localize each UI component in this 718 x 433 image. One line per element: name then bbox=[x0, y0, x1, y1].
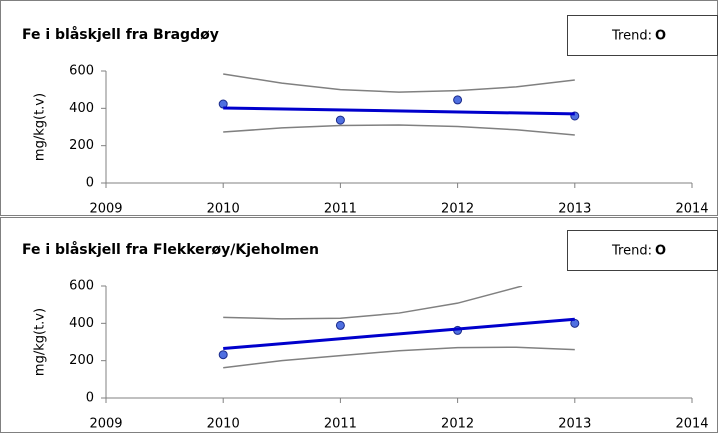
x-tick-label: 2010 bbox=[207, 417, 240, 432]
y-tick-label: 200 bbox=[69, 353, 94, 368]
data-point bbox=[218, 350, 228, 360]
y-tick-label: 600 bbox=[69, 64, 94, 79]
x-tick-label: 2011 bbox=[324, 417, 357, 432]
legend-label: Trend: bbox=[611, 29, 652, 44]
x-tick-label: 2009 bbox=[89, 417, 122, 432]
x-tick-label: 2012 bbox=[441, 202, 474, 217]
y-tick-label: 600 bbox=[69, 279, 94, 294]
x-tick-label: 2010 bbox=[207, 202, 240, 217]
y-tick-label: 0 bbox=[86, 176, 94, 191]
x-tick-label: 2012 bbox=[441, 417, 474, 432]
data-point bbox=[335, 115, 345, 125]
y-axis-label: mg/kg(t.v) bbox=[33, 308, 48, 376]
legend-symbol: O bbox=[655, 29, 666, 44]
chart-title: Fe i blåskjell fra Flekkerøy/Kjeholmen bbox=[22, 241, 319, 258]
x-tick-label: 2013 bbox=[558, 202, 591, 217]
legend-box bbox=[567, 15, 718, 56]
x-tick-label: 2009 bbox=[89, 202, 122, 217]
legend-label: Trend: bbox=[611, 244, 652, 259]
data-point bbox=[335, 320, 345, 330]
trend-line bbox=[223, 317, 575, 351]
legend-box bbox=[567, 230, 718, 271]
trend-line bbox=[223, 346, 575, 369]
x-tick-label: 2014 bbox=[675, 202, 708, 217]
trend-line bbox=[223, 286, 523, 320]
chart: Fe i blåskjell fra Bragdøy mg/kg(t.v) Tren… bbox=[22, 15, 718, 217]
y-tick-label: 400 bbox=[69, 101, 94, 116]
x-tick-label: 2014 bbox=[675, 417, 708, 432]
y-tick-label: 200 bbox=[69, 138, 94, 153]
trend-line bbox=[223, 106, 575, 116]
chart: Fe i blåskjell fra Flekkerøy/Kjeholmen mg… bbox=[22, 230, 718, 432]
chart-title: Fe i blåskjell fra Bragdøy bbox=[22, 26, 219, 43]
y-tick-label: 400 bbox=[69, 316, 94, 331]
data-point bbox=[453, 95, 463, 105]
y-tick-label: 0 bbox=[86, 391, 94, 406]
trend-line bbox=[223, 124, 575, 136]
x-tick-label: 2013 bbox=[558, 417, 591, 432]
x-tick-label: 2011 bbox=[324, 202, 357, 217]
legend-symbol: O bbox=[655, 244, 666, 259]
y-axis-label: mg/kg(t.v) bbox=[33, 93, 48, 161]
trend-line bbox=[223, 73, 575, 93]
